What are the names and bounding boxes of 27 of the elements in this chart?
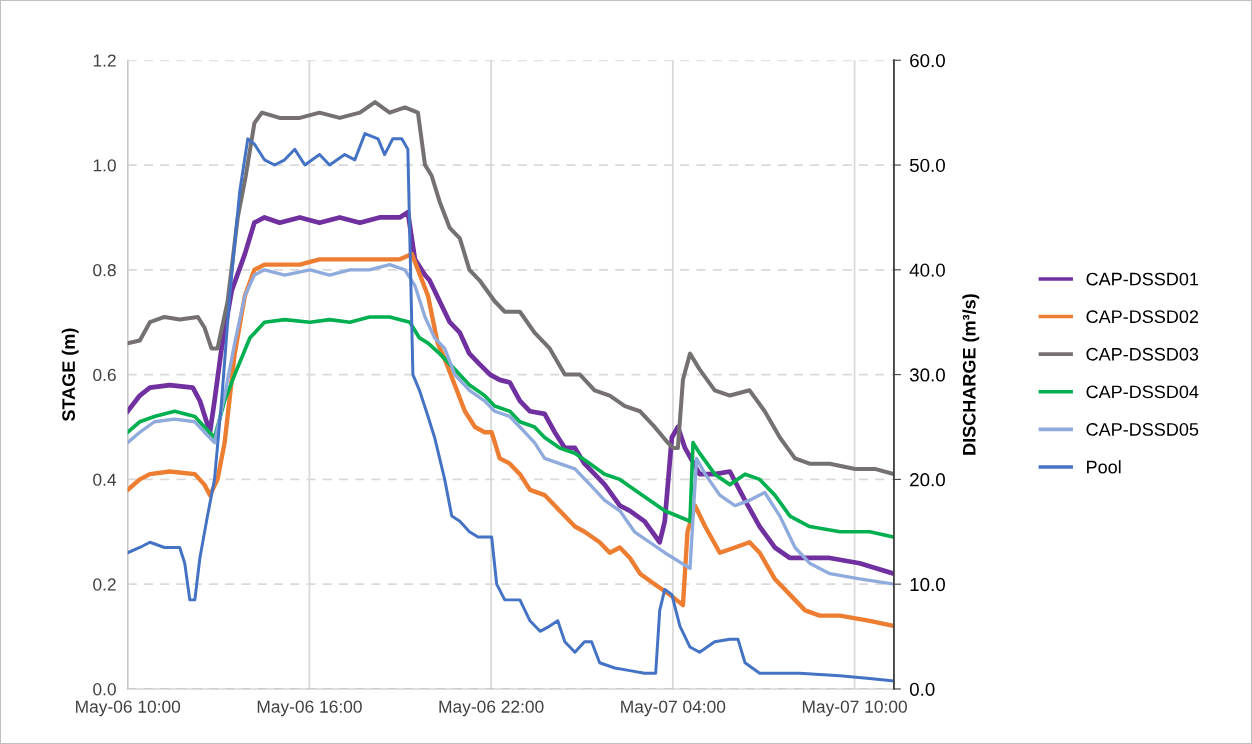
x-tick-label: May-06 16:00 [257,700,362,717]
y2-axis-title: DISCHARGE (m³/s) [962,294,980,455]
x-tick-label: May-07 04:00 [621,700,726,717]
y-tick-label: 1.2 [93,54,116,67]
legend-label: CAP-DSSD01 [1086,272,1199,286]
y-tick-label: 0.2 [93,578,116,591]
y-tick-label: 0.4 [93,473,117,486]
y-axis-title: STAGE (m) [61,328,79,422]
legend-label: CAP-DSSD05 [1086,423,1199,436]
y-tick-label: 0.6 [93,368,116,382]
legend-label: CAP-DSSD04 [1086,385,1199,399]
y2-tick-label: 30.0 [909,368,945,382]
y2-tick-label: 60.0 [910,53,945,68]
y2-tick-label: 40.0 [909,263,945,277]
legend-label: CAP-DSSD03 [1086,347,1199,361]
y-tick-label: 0.0 [93,683,116,696]
x-tick-label: May-06 22:00 [439,700,544,717]
y2-tick-label: 50.0 [909,158,945,173]
y-tick-label: 0.8 [93,263,116,277]
legend-label: Pool [1087,460,1121,474]
y2-tick-label: 10.0 [910,577,945,592]
legend-label: CAP-DSSD02 [1086,310,1199,324]
y-tick-label: 1.0 [93,159,116,172]
y2-tick-label: 20.0 [910,473,945,487]
y2-tick-label: 0.0 [909,682,935,696]
x-tick-label: May-06 10:00 [76,700,181,717]
x-tick-label: May-07 10:00 [802,700,907,717]
